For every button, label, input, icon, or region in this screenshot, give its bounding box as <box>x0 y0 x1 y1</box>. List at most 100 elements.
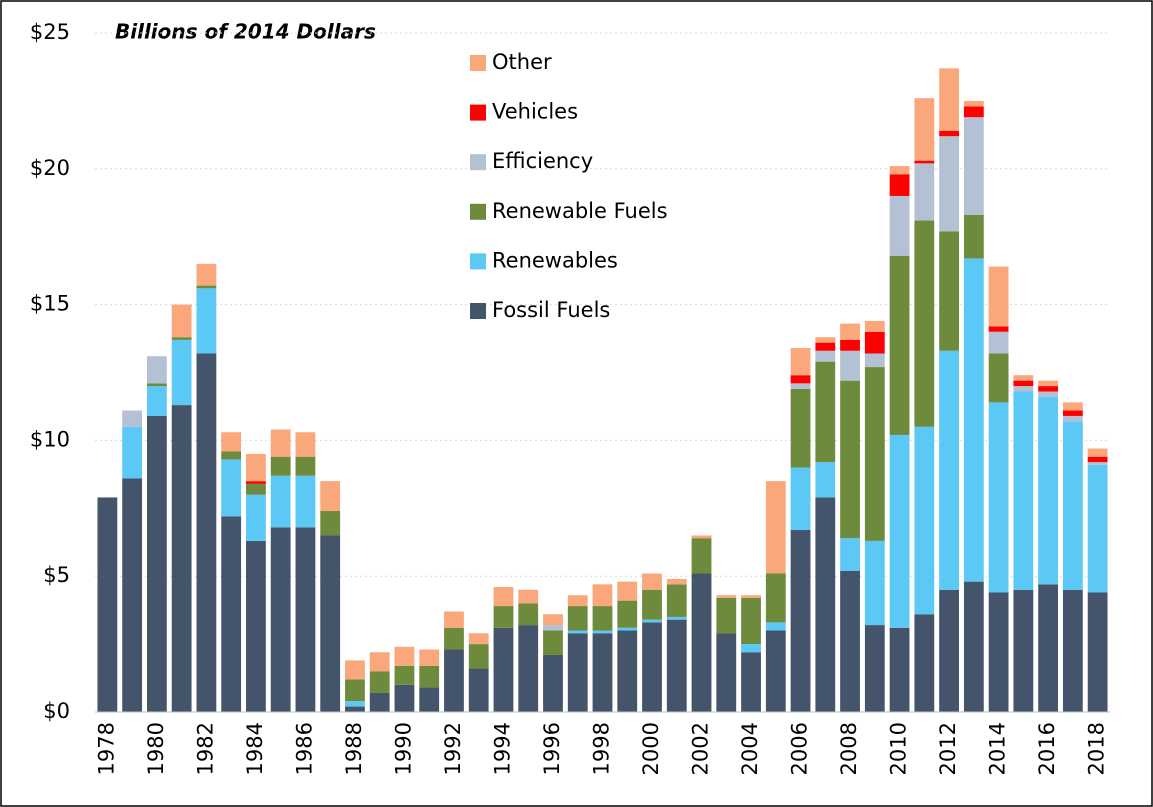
x-tick-label: 1984 <box>243 722 267 775</box>
bar-segment <box>221 516 242 712</box>
bar-segment <box>394 684 415 712</box>
bar-segment <box>221 432 242 452</box>
bar-segment <box>815 462 836 498</box>
bar-segment <box>815 350 836 362</box>
bar-segment <box>790 530 811 712</box>
x-tick-label: 1988 <box>342 722 366 775</box>
bar-segment <box>716 633 737 712</box>
bar-segment <box>963 581 984 712</box>
bar-segment <box>988 326 1009 332</box>
bar-segment <box>666 578 687 585</box>
bar-segment <box>592 584 613 607</box>
bar-segment <box>270 475 291 528</box>
bar-segment <box>790 348 811 376</box>
bar-segment <box>246 453 266 482</box>
bar-segment <box>369 652 390 672</box>
bar-segment <box>567 606 588 631</box>
bar-segment <box>221 451 242 460</box>
bar-segment <box>765 573 786 623</box>
bar-segment <box>988 353 1009 403</box>
bar-segment <box>122 410 143 427</box>
x-tick-label: 2014 <box>986 722 1010 775</box>
bar-segment <box>939 130 959 137</box>
bar-segment <box>394 665 415 685</box>
bar-segment <box>444 611 464 628</box>
bar-segment <box>1087 462 1108 465</box>
legend-swatch <box>470 104 486 121</box>
bar-segment <box>840 323 860 340</box>
bar-segment <box>171 337 192 340</box>
bar-segment <box>1062 415 1083 422</box>
bar-segment <box>543 614 563 626</box>
bar-segment <box>815 342 836 351</box>
bar-segment <box>691 538 712 574</box>
bar-segment <box>939 350 959 590</box>
bar-segment <box>295 432 316 457</box>
bar-segment <box>790 383 811 389</box>
bar-segment <box>196 263 217 286</box>
bar-segment <box>246 481 266 484</box>
bar-segment <box>1087 464 1108 593</box>
bar-segment <box>988 402 1009 593</box>
bar-segment <box>765 481 786 574</box>
bar-segment <box>691 535 712 539</box>
bar-segment <box>963 258 984 582</box>
bar-segment <box>741 597 761 645</box>
bar-segment <box>1038 396 1059 585</box>
bar-segment <box>963 106 984 118</box>
bar-segment <box>1038 386 1059 392</box>
bar-segment <box>1013 386 1034 392</box>
bar-segment <box>1013 380 1034 387</box>
legend-swatch <box>470 253 486 270</box>
bar-segment <box>1062 410 1083 416</box>
bar-segment <box>196 353 217 712</box>
bar-segment <box>320 535 341 712</box>
bar-segment <box>716 595 737 598</box>
bar-segment <box>914 160 935 164</box>
bar-segment <box>419 649 440 666</box>
bar-segment <box>889 255 910 435</box>
bar-segment <box>666 619 687 712</box>
bar-segment <box>270 429 291 457</box>
bar-segment <box>196 288 217 354</box>
bar-segment <box>468 633 489 645</box>
bar-segment <box>939 589 959 712</box>
bar-segment <box>1087 592 1108 712</box>
bar-segment <box>196 285 217 289</box>
x-tick-label: 2002 <box>689 722 713 775</box>
bar-segment <box>642 619 662 623</box>
bar-segment <box>246 540 266 712</box>
bar-segment <box>864 331 885 354</box>
bar-segment <box>765 622 786 631</box>
bar-segment <box>493 627 514 712</box>
bar-segment <box>122 426 143 479</box>
bar-segment <box>815 361 836 463</box>
bar-segment <box>840 350 860 381</box>
bar-segment <box>790 467 811 531</box>
legend-label: Renewable Fuels <box>492 199 668 223</box>
bar-segment <box>741 652 761 712</box>
bar-segment <box>295 475 316 528</box>
x-tick-label: 1992 <box>441 722 465 775</box>
bar-segment <box>221 459 242 517</box>
legend-swatch <box>470 203 486 220</box>
bar-segment <box>914 220 935 427</box>
y-tick-label: $5 <box>43 563 70 587</box>
bar-segment <box>691 573 712 712</box>
bar-segment <box>345 706 365 712</box>
legend-label: Efficiency <box>492 149 593 173</box>
bar-segment <box>518 625 539 712</box>
bar-segment <box>864 540 885 626</box>
bar-segment <box>543 625 563 631</box>
bar-segment <box>171 405 192 712</box>
bar-segment <box>889 174 910 196</box>
bar-segment <box>840 538 860 571</box>
legend-swatch <box>470 55 486 71</box>
bar-segment <box>592 606 613 631</box>
bar-segment <box>146 356 167 384</box>
x-tick-label: 2006 <box>788 722 812 775</box>
bar-segment <box>1038 391 1059 397</box>
bar-segment <box>493 587 514 607</box>
bar-segment <box>345 679 365 702</box>
